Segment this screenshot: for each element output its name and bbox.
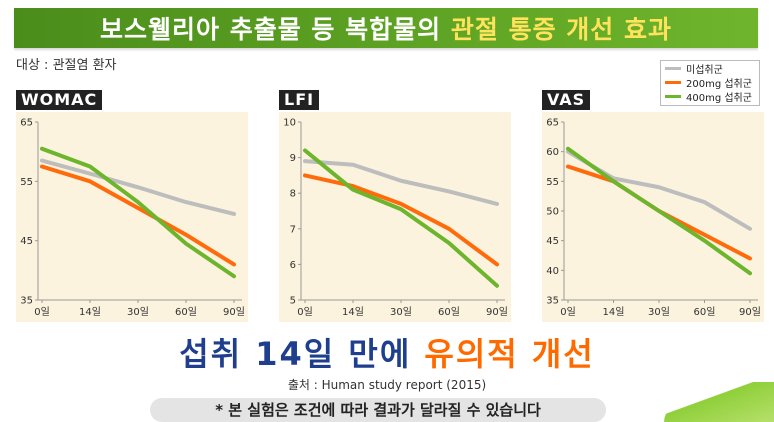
- y-tick-label: 55: [546, 177, 559, 188]
- legend-label-400mg: 400mg 섭취군: [686, 93, 752, 104]
- y-tick-label: 40: [546, 266, 559, 277]
- series-line-400mg: [566, 146, 752, 276]
- x-tick-label: 90일: [223, 306, 245, 318]
- x-tick-label: 60일: [438, 306, 460, 318]
- x-tick-label: 60일: [175, 306, 197, 318]
- y-tick-label: 7: [290, 224, 296, 235]
- y-tick-label: 45: [546, 236, 559, 247]
- y-tick-label: 65: [20, 118, 33, 129]
- title-part1: 보스웰리아 추출물 등 복합물의: [100, 15, 442, 44]
- x-tick-label: 30일: [127, 306, 149, 318]
- x-tick-label: 60일: [694, 306, 716, 318]
- plot-background: [16, 112, 248, 322]
- title-banner: 보스웰리아 추출물 등 복합물의 관절 통증 개선 효과: [14, 8, 758, 48]
- series-line-200mg: [40, 164, 236, 267]
- y-tick-label: 8: [290, 189, 296, 200]
- headline-part2: 유의적 개선: [424, 335, 595, 373]
- chart-title-lfi: LFI: [279, 90, 320, 110]
- x-tick-label: 0일: [560, 306, 576, 318]
- legend-item: 400mg 섭취군: [661, 90, 759, 104]
- y-tick-label: 50: [546, 207, 559, 218]
- legend-swatch-400mg: [665, 95, 681, 98]
- headline: 섭취 14일 만에 유의적 개선: [0, 329, 774, 375]
- x-tick-label: 90일: [739, 306, 761, 318]
- vas-chart: 35 40 45 50 55 60 65 0일 14일 30일 60일 90일: [542, 112, 764, 322]
- series-line-200mg: [303, 173, 499, 267]
- page-title: 보스웰리아 추출물 등 복합물의 관절 통증 개선 효과: [100, 10, 672, 46]
- source-text: 출처 : Human study report (2015): [287, 378, 487, 392]
- y-tick-label: 55: [20, 177, 33, 188]
- legend-item: 200mg 섭취군: [661, 76, 759, 90]
- x-tick-label: 14일: [342, 306, 364, 318]
- y-tick-label: 45: [20, 236, 33, 247]
- chart-title-womac: WOMAC: [16, 90, 103, 110]
- lfi-chart: 5 6 7 8 9 10 0일 14일 30일 60일 90일: [279, 112, 511, 322]
- headline-part1: 섭취 14일 만에: [179, 335, 412, 373]
- x-tick-label: 30일: [390, 306, 412, 318]
- subject-text: 대상 : 관절염 환자: [16, 58, 117, 73]
- y-tick-label: 10: [283, 118, 296, 129]
- legend-label-control: 미섭취군: [686, 65, 723, 76]
- y-tick-label: 35: [546, 296, 559, 307]
- disclaimer-note: * 본 실험은 조건에 따라 결과가 달라질 수 있습니다: [150, 398, 606, 422]
- y-tick-label: 6: [290, 260, 296, 271]
- series-line-control: [40, 158, 236, 216]
- series-line-400mg: [40, 146, 236, 279]
- y-tick-label: 35: [20, 296, 33, 307]
- x-tick-label: 0일: [34, 306, 50, 318]
- x-tick-label: 90일: [486, 306, 508, 318]
- x-tick-label: 14일: [79, 306, 101, 318]
- legend-swatch-control: [665, 67, 681, 70]
- series-line-400mg: [303, 148, 499, 288]
- y-tick-label: 9: [290, 153, 296, 164]
- y-tick-label: 5: [290, 296, 296, 307]
- series-line-control: [303, 159, 499, 206]
- y-tick-label: 60: [546, 147, 559, 158]
- x-tick-label: 14일: [603, 306, 625, 318]
- womac-chart: 35 45 55 65 0일 14일 30일 60일 90일: [16, 112, 248, 322]
- title-part2: 관절 통증 개선 효과: [450, 15, 672, 44]
- x-tick-label: 0일: [297, 306, 313, 318]
- legend-swatch-200mg: [665, 81, 681, 84]
- x-tick-label: 30일: [648, 306, 670, 318]
- legend: 미섭취군 200mg 섭취군 400mg 섭취군: [660, 60, 760, 106]
- legend-item: 미섭취군: [661, 62, 759, 76]
- chart-title-vas: VAS: [542, 90, 591, 110]
- legend-label-200mg: 200mg 섭취군: [686, 79, 752, 90]
- plot-background: [279, 112, 511, 322]
- y-tick-label: 65: [546, 118, 559, 129]
